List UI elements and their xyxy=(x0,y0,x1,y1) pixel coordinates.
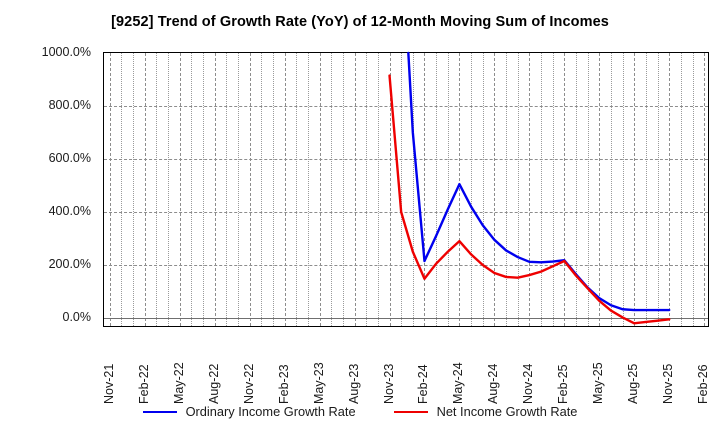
gridline-x-major xyxy=(179,53,181,326)
x-tick-label: Aug-24 xyxy=(486,363,501,404)
series-layer xyxy=(388,51,671,325)
gridline-x-major xyxy=(634,53,636,326)
x-tick-label: Feb-23 xyxy=(276,364,291,404)
y-tick-label: 0.0% xyxy=(62,310,92,324)
gridline-x-minor xyxy=(412,53,414,326)
gridline-x-minor xyxy=(436,53,438,326)
gridline-x-minor xyxy=(622,53,624,326)
gridline-y-major xyxy=(104,265,708,266)
gridline-x-major xyxy=(389,53,391,326)
series-net-income-growth-rate xyxy=(388,74,671,325)
x-tick-label: Nov-24 xyxy=(521,363,536,404)
gridline-x-minor xyxy=(471,53,473,326)
gridline-x-minor xyxy=(541,53,543,326)
legend-item-net-income-growth-rate[interactable]: Net Income Growth Rate xyxy=(393,404,578,419)
gridline-x-major xyxy=(599,53,601,326)
gridline-x-minor xyxy=(342,53,344,326)
axis-zero-line xyxy=(104,318,708,319)
legend-item-ordinary-income-growth-rate[interactable]: Ordinary Income Growth Rate xyxy=(142,404,356,419)
gridline-y-major xyxy=(104,106,708,107)
gridline-x-minor xyxy=(226,53,228,326)
x-tick-label: May-23 xyxy=(311,362,326,404)
gridline-x-minor xyxy=(307,53,309,326)
x-tick-label: Feb-26 xyxy=(696,364,711,404)
gridline-x-major xyxy=(354,53,356,326)
y-tick-label: 600.0% xyxy=(48,151,91,165)
gridline-x-minor xyxy=(447,53,449,326)
x-tick-label: Aug-22 xyxy=(206,363,221,404)
grid-layer xyxy=(104,53,708,326)
gridline-x-major xyxy=(249,53,251,326)
gridline-x-minor xyxy=(296,53,298,326)
y-tick-label: 1000.0% xyxy=(41,45,91,59)
x-tick-label: Nov-25 xyxy=(661,363,676,404)
chart-legend: Ordinary Income Growth Rate Net Income G… xyxy=(0,404,720,419)
y-tick-label: 200.0% xyxy=(48,257,91,271)
y-tick-label: 400.0% xyxy=(48,204,91,218)
gridline-x-minor xyxy=(366,53,368,326)
gridline-x-minor xyxy=(168,53,170,326)
gridline-x-minor xyxy=(133,53,135,326)
gridline-x-minor xyxy=(261,53,263,326)
x-tick-label: May-24 xyxy=(451,362,466,404)
gridline-x-minor xyxy=(203,53,205,326)
y-tick-label: 800.0% xyxy=(48,98,91,112)
gridline-x-minor xyxy=(331,53,333,326)
legend-label-net: Net Income Growth Rate xyxy=(436,404,578,419)
x-tick-label: Aug-23 xyxy=(346,363,361,404)
gridline-x-major xyxy=(144,53,146,326)
gridline-y-major xyxy=(104,159,708,160)
page-title: [9252] Trend of Growth Rate (YoY) of 12-… xyxy=(111,14,609,30)
x-tick-label: Feb-25 xyxy=(556,364,571,404)
gridline-x-minor xyxy=(692,53,694,326)
gridline-y-major xyxy=(104,212,708,213)
plot-area xyxy=(103,51,709,327)
x-tick-label: Aug-25 xyxy=(626,363,641,404)
x-tick-label: Nov-21 xyxy=(101,363,116,404)
gridline-x-minor xyxy=(645,53,647,326)
series-ordinary-income-growth-rate xyxy=(407,51,671,312)
gridline-x-minor xyxy=(156,53,158,326)
gridline-x-major xyxy=(704,53,706,326)
legend-swatch-net xyxy=(393,410,428,413)
gridline-x-minor xyxy=(657,53,659,326)
gridline-x-minor xyxy=(517,53,519,326)
x-tick-label: May-25 xyxy=(591,362,606,404)
x-tick-label: Nov-22 xyxy=(241,363,256,404)
gridline-x-major xyxy=(319,53,321,326)
gridline-x-minor xyxy=(377,53,379,326)
x-tick-label: Feb-24 xyxy=(416,364,431,404)
gridline-x-major xyxy=(424,53,426,326)
gridline-x-minor xyxy=(191,53,193,326)
gridline-x-minor xyxy=(272,53,274,326)
gridline-x-major xyxy=(494,53,496,326)
gridline-x-major xyxy=(214,53,216,326)
gridline-x-minor xyxy=(680,53,682,326)
legend-swatch-ordinary xyxy=(142,410,177,413)
gridline-x-major xyxy=(529,53,531,326)
gridline-x-minor xyxy=(610,53,612,326)
gridline-x-major xyxy=(669,53,671,326)
x-tick-label: Feb-22 xyxy=(136,364,151,404)
x-tick-label: May-22 xyxy=(171,362,186,404)
gridline-x-minor xyxy=(401,53,403,326)
gridline-x-minor xyxy=(552,53,554,326)
gridline-x-minor xyxy=(121,53,123,326)
y-axis-labels: 1000.0% 800.0% 600.0% 400.0% 200.0% 0.0% xyxy=(0,45,97,327)
gridline-x-minor xyxy=(575,53,577,326)
gridline-x-major xyxy=(284,53,286,326)
gridline-x-major xyxy=(109,53,111,326)
gridline-x-minor xyxy=(506,53,508,326)
gridline-x-major xyxy=(564,53,566,326)
gridline-x-minor xyxy=(238,53,240,326)
legend-label-ordinary: Ordinary Income Growth Rate xyxy=(185,404,356,419)
x-axis-labels: Nov-21 Feb-22 May-22 Aug-22 Nov-22 Feb-23 May-… xyxy=(101,330,711,410)
gridline-x-minor xyxy=(587,53,589,326)
gridline-x-minor xyxy=(482,53,484,326)
x-tick-label: Nov-23 xyxy=(381,363,396,404)
gridline-x-major xyxy=(459,53,461,326)
